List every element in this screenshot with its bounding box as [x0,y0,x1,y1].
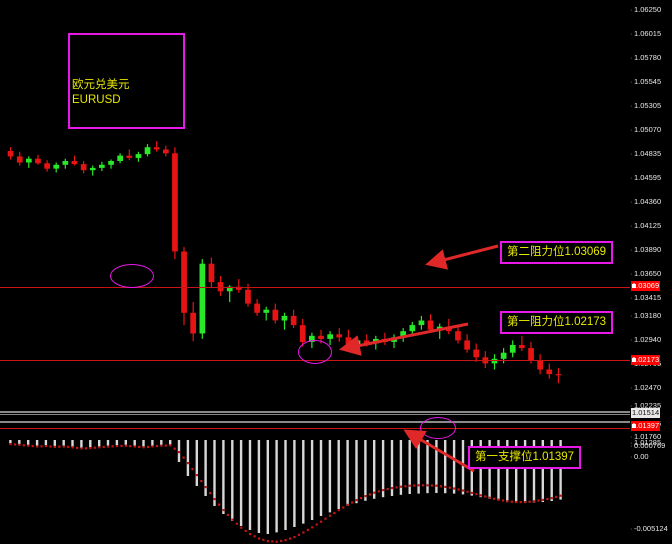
tick-dash: · [630,173,633,182]
annotation-support1: 第一支撑位1.01397 [468,446,582,470]
instrument-name-cn: 欧元兑美元 [72,79,130,91]
arrow-to-support1 [403,429,475,473]
price-tick: · 1.06015 [630,29,672,39]
arrow-to-resistance2 [425,244,499,270]
instrument-title-box [68,33,185,129]
price-tick-label: 1.02235 [634,401,662,410]
tick-dash: · [630,221,633,230]
price-tick-label: 1.01760 [634,432,662,441]
resistance2-line [0,287,630,288]
price-tick-label: 1.05305 [634,101,662,110]
marker-circle-resistance2 [110,264,154,288]
tick-dash: · [630,401,633,410]
price-tick: · 1.05780 [630,53,672,63]
price-tick: · 1.04125 [630,221,672,231]
price-tick: · 1.03180 [630,311,672,321]
tick-dash: · [630,245,633,254]
price-tag-marker [632,284,636,288]
price-tick-label: 1.03890 [634,245,662,254]
tick-dash: · [630,5,633,14]
tick-dash: · [630,452,633,461]
macd-tick-label: 0.00 [634,452,649,461]
price-tag-marker [632,424,636,428]
price-tick: · 1.04835 [630,149,672,159]
tick-dash: · [630,335,633,344]
price-tick-label: 1.03180 [634,311,662,320]
tick-dash: · [630,311,633,320]
price-tick-label: 1.06250 [634,5,662,14]
pane-divider-top [0,411,630,413]
tick-dash: · [630,77,633,86]
price-tag-red: 1.02173 [631,355,661,365]
price-axis[interactable]: · 1.06250 · 1.06015 · 1.05780 · 1.05545 · 1.05305… [630,0,672,544]
price-tick: · 1.02470 [630,383,672,393]
arrow-to-resistance1 [339,322,469,356]
macd-tick: · 0.000769 [630,441,672,451]
price-tick: · 1.05070 [630,125,672,135]
price-tag-white: 1.01514 [631,408,661,418]
marker-circle-support1 [420,417,456,439]
price-tag-red: 1.01397 [631,421,661,431]
tick-dash: · [630,383,633,392]
price-tick: · 1.05305 [630,101,672,111]
current-price-line [0,414,630,415]
price-tag-marker [632,358,636,362]
macd-tick: · -0.005124 [630,524,672,534]
instrument-title-text: 欧元兑美元 EURUSD [72,78,130,108]
support1-line [0,428,630,429]
price-tick: · 1.02235 [630,401,672,411]
macd-tick-label: 0.000769 [634,441,666,450]
price-tick: · 1.02940 [630,335,672,345]
tick-dash: · [630,432,633,441]
annotation-resistance2: 第二阻力位1.03069 [500,241,614,265]
tick-dash: · [630,53,633,62]
tick-dash: · [630,441,633,450]
price-tick-label: 1.02470 [634,383,662,392]
price-tick: · 1.01285 [630,438,672,448]
tick-dash: · [630,125,633,134]
price-tick-label: 1.04835 [634,149,662,158]
tick-dash: · [630,269,633,278]
tick-dash: · [630,293,633,302]
price-tick-label: 1.02940 [634,335,662,344]
price-tick: · 1.04360 [630,197,672,207]
macd-tick-label: -0.005124 [634,524,668,533]
price-tick: · 1.06250 [630,5,672,15]
price-tag-red: 1.03069 [631,281,661,291]
macd-tick: · 0.00 [630,452,672,462]
price-tick: · 1.03415 [630,293,672,303]
price-tick-label: 1.03415 [634,293,662,302]
tick-dash: · [630,149,633,158]
price-tick: · 1.04595 [630,173,672,183]
tick-dash: · [630,438,633,447]
annotation-resistance1: 第一阻力位1.02173 [500,311,614,335]
price-tick-label: 1.04595 [634,173,662,182]
macd-indicator-pane[interactable] [0,424,630,544]
price-tick: · 1.03650 [630,269,672,279]
price-tick: · 1.05545 [630,77,672,87]
price-tick: · 1.03890 [630,245,672,255]
tick-dash: · [630,101,633,110]
marker-circle-resistance1 [298,340,332,364]
price-tick-label: 1.06015 [634,29,662,38]
price-tick-label: 1.05545 [634,77,662,86]
price-tick-label: 1.05070 [634,125,662,134]
price-tick-label: 1.01285 [634,438,662,447]
price-tick-label: 1.05780 [634,53,662,62]
tick-dash: · [630,524,633,533]
price-tick-label: 1.03650 [634,269,662,278]
price-tick-label: 1.04360 [634,197,662,206]
tick-dash: · [630,197,633,206]
tick-dash: · [630,29,633,38]
instrument-name-en: EURUSD [72,94,121,106]
price-tick-label: 1.04125 [634,221,662,230]
macd-series [9,440,562,543]
price-tick: · 1.01760 [630,432,672,442]
pane-divider-bottom [0,421,630,423]
